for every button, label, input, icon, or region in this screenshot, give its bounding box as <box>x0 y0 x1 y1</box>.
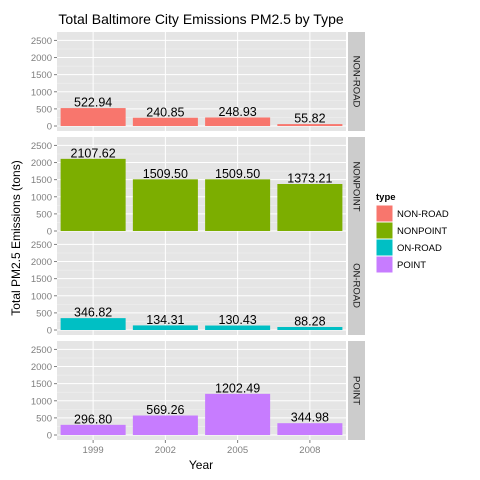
y-tick-label: 2500 <box>31 141 52 152</box>
y-tick-label: 1500 <box>31 379 52 390</box>
legend-key <box>375 221 394 240</box>
x-tick-label: 2005 <box>227 445 248 456</box>
facet-panel-non-road: 0 500 1000 1500 2000 2500 522.94 240.85 248.93 55… <box>31 32 365 133</box>
y-tick-label: 2000 <box>31 158 52 169</box>
facet-panel-nonpoint: 0 500 1000 1500 2000 2500 2107.62 1509.50 1509.5… <box>31 137 365 238</box>
facet-panel-on-road: 0 500 1000 1500 2000 2500 346.82 134.31 130.43 88… <box>31 236 365 337</box>
y-tick-label: 1000 <box>31 192 52 203</box>
legend-item-point: POINT <box>375 255 426 274</box>
facet-strip-label: NON-ROAD <box>351 56 362 108</box>
facet-strip-label: ON-ROAD <box>351 263 362 308</box>
y-tick-label: 0 <box>47 122 52 133</box>
y-tick-label: 1000 <box>31 291 52 302</box>
x-axis-ticks: 1999 2002 2005 2008 <box>83 440 320 456</box>
legend-item-non-road: NON-ROAD <box>375 204 449 223</box>
y-tick-label: 0 <box>47 431 52 442</box>
bar-nonpoint-2005 <box>205 179 271 231</box>
y-tick-label: 1500 <box>31 175 52 186</box>
legend-label: NONPOINT <box>397 226 447 237</box>
bar-on-road-2002 <box>132 325 198 330</box>
bar-nonpoint-1999 <box>60 158 126 231</box>
y-tick-label: 0 <box>47 227 52 238</box>
bar-value-label: 522.94 <box>74 96 112 110</box>
facet-strip <box>348 32 365 131</box>
y-tick-label: 500 <box>36 104 52 115</box>
y-tick-label: 1500 <box>31 70 52 81</box>
y-axis-title: Total PM2.5 Emissions (tons) <box>9 160 23 315</box>
legend-item-on-road: ON-ROAD <box>375 238 442 257</box>
bar-value-label: 569.26 <box>146 403 184 417</box>
bar-non-road-2002 <box>132 117 198 126</box>
bar-value-label: 134.31 <box>146 313 184 327</box>
y-tick-label: 500 <box>36 413 52 424</box>
y-tick-label: 0 <box>47 326 52 337</box>
legend-label: ON-ROAD <box>397 243 442 254</box>
x-tick-label: 2002 <box>155 445 176 456</box>
y-tick-label: 2500 <box>31 345 52 356</box>
facet-strip-label: POINT <box>351 376 362 405</box>
bar-value-label: 1509.50 <box>143 167 188 181</box>
bar-on-road-1999 <box>60 318 126 330</box>
bar-on-road-2008 <box>277 326 343 330</box>
y-tick-label: 2500 <box>31 36 52 47</box>
bar-value-label: 1202.49 <box>215 381 260 395</box>
y-tick-label: 1500 <box>31 274 52 285</box>
bar-value-label: 240.85 <box>146 105 184 119</box>
y-tick-label: 1000 <box>31 87 52 98</box>
y-tick-label: 500 <box>36 209 52 220</box>
bar-point-2005 <box>205 393 271 435</box>
bar-value-label: 296.80 <box>74 412 112 426</box>
bar-point-2002 <box>132 415 198 435</box>
x-axis-title: Year <box>189 458 213 472</box>
bar-nonpoint-2008 <box>277 183 343 231</box>
bar-non-road-2008 <box>277 124 343 126</box>
facet-panels: 0 500 1000 1500 2000 2500 522.94 240.85 248.93 55… <box>31 32 365 442</box>
bar-value-label: 248.93 <box>219 105 257 119</box>
y-tick-label: 500 <box>36 308 52 319</box>
y-tick-label: 2000 <box>31 257 52 268</box>
legend-label: NON-ROAD <box>397 209 449 220</box>
legend-label: POINT <box>397 260 426 271</box>
bar-non-road-2005 <box>205 117 271 126</box>
y-tick-label: 1000 <box>31 396 52 407</box>
y-tick-label: 2000 <box>31 53 52 64</box>
x-tick-label: 1999 <box>83 445 104 456</box>
facet-panel-point: 0 500 1000 1500 2000 2500 296.80 569.26 1202.49 3… <box>31 341 365 442</box>
bar-value-label: 346.82 <box>74 306 112 320</box>
x-tick-label: 2008 <box>299 445 320 456</box>
bar-non-road-1999 <box>60 108 126 126</box>
bar-value-label: 2107.62 <box>71 146 116 160</box>
legend-key <box>375 204 394 223</box>
y-tick-label: 2000 <box>31 362 52 373</box>
bar-value-label: 1373.21 <box>287 171 332 185</box>
legend-key <box>375 238 394 257</box>
bar-value-label: 88.28 <box>294 314 325 328</box>
bar-point-2008 <box>277 423 343 435</box>
legend-item-nonpoint: NONPOINT <box>375 221 447 240</box>
bar-value-label: 1509.50 <box>215 167 260 181</box>
facet-strip-label: NONPOINT <box>351 161 362 211</box>
bar-on-road-2005 <box>205 325 271 330</box>
facet-strip <box>348 341 365 440</box>
chart-title: Total Baltimore City Emissions PM2.5 by … <box>58 11 344 27</box>
y-tick-label: 2500 <box>31 240 52 251</box>
facet-strip <box>348 137 365 236</box>
legend-title: type <box>376 192 396 203</box>
legend-key <box>375 255 394 274</box>
bar-value-label: 344.98 <box>291 411 329 425</box>
bar-nonpoint-2002 <box>132 179 198 231</box>
bar-point-1999 <box>60 424 126 435</box>
bar-value-label: 130.43 <box>219 313 257 327</box>
bar-value-label: 55.82 <box>294 112 325 126</box>
facet-strip <box>348 236 365 335</box>
